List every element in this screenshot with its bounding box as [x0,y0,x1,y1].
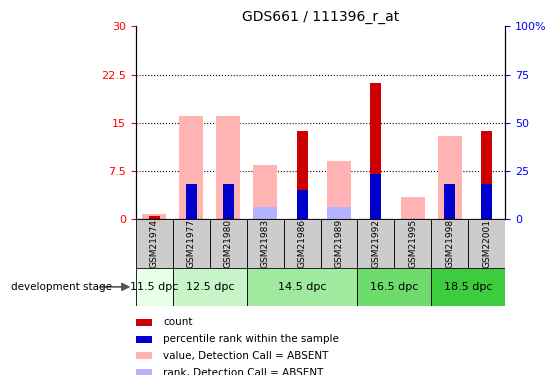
Bar [253,207,277,219]
Bar [431,219,468,268]
Bar [401,197,425,219]
Text: GSM21986: GSM21986 [297,219,306,268]
Bar [143,214,166,219]
Bar [284,219,321,268]
Bar [136,369,152,375]
Text: 14.5 dpc: 14.5 dpc [278,282,326,292]
Bar [136,319,152,326]
Text: rank, Detection Call = ABSENT: rank, Detection Call = ABSENT [163,368,324,375]
Bar [321,219,357,268]
Bar [438,136,462,219]
Bar [247,268,357,306]
Text: GSM22001: GSM22001 [482,219,491,268]
Bar [370,174,381,219]
Text: GSM21974: GSM21974 [150,219,159,268]
Bar [394,219,431,268]
Bar [173,268,246,306]
Bar [357,219,395,268]
Text: 18.5 dpc: 18.5 dpc [444,282,492,292]
Text: GSM21989: GSM21989 [335,219,344,268]
Text: development stage: development stage [11,282,112,292]
Bar [468,219,505,268]
Bar [210,219,247,268]
Bar [136,268,173,306]
Bar [149,216,160,219]
Bar [370,83,381,219]
Text: GSM21980: GSM21980 [224,219,233,268]
Bar [223,184,234,219]
Bar [186,184,197,219]
Text: percentile rank within the sample: percentile rank within the sample [163,334,339,344]
Bar [431,268,505,306]
Bar [136,352,152,359]
Bar [179,116,203,219]
Text: GSM21995: GSM21995 [408,219,417,268]
Bar [247,219,284,268]
Text: GSM21977: GSM21977 [187,219,196,268]
Bar [136,219,173,268]
Text: count: count [163,317,193,327]
Bar [327,207,351,219]
Bar [173,219,210,268]
Bar [357,268,431,306]
Text: value, Detection Call = ABSENT: value, Detection Call = ABSENT [163,351,329,361]
Text: 11.5 dpc: 11.5 dpc [130,282,179,292]
Text: 16.5 dpc: 16.5 dpc [370,282,418,292]
Bar [327,161,351,219]
Bar [253,165,277,219]
Bar [481,184,492,219]
Text: GSM21998: GSM21998 [445,219,454,268]
Text: GSM21992: GSM21992 [371,219,380,268]
Text: 12.5 dpc: 12.5 dpc [185,282,234,292]
Title: GDS661 / 111396_r_at: GDS661 / 111396_r_at [242,10,399,24]
Bar [444,184,455,219]
Text: GSM21983: GSM21983 [261,219,270,268]
Bar [216,116,240,219]
Bar [296,130,307,219]
Bar [136,336,152,343]
Bar [481,130,492,219]
Bar [296,190,307,219]
